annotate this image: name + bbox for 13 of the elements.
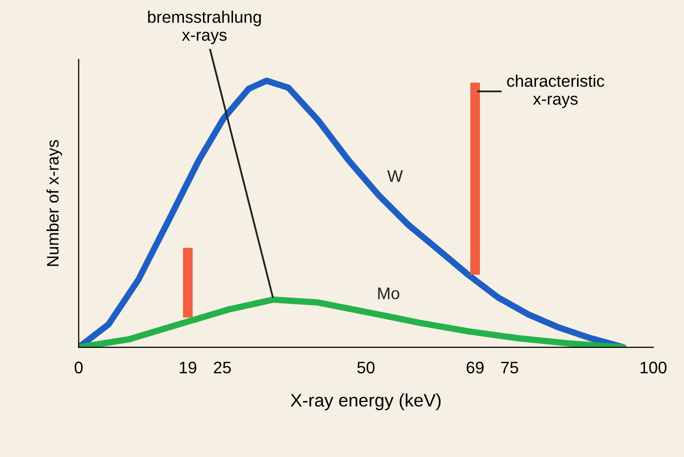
x-tick-label: 69 xyxy=(466,362,484,374)
x-tick-label: 100 xyxy=(640,362,666,374)
x-tick-label: 0 xyxy=(74,362,83,374)
series-label: W xyxy=(387,170,403,182)
x-axis-title: X-ray energy (keV) xyxy=(290,393,441,410)
y-axis-title: Number of x-rays xyxy=(46,140,62,266)
x-tick-label: 25 xyxy=(214,362,231,374)
x-tick-label: 19 xyxy=(180,362,196,374)
x-tick-label: 50 xyxy=(357,362,375,374)
annotation: characteristic x-rays xyxy=(507,74,604,108)
annotation: bremsstrahlung x-rays xyxy=(148,10,261,44)
series-label: Mo xyxy=(378,288,400,300)
x-tick-label: 75 xyxy=(501,362,518,374)
